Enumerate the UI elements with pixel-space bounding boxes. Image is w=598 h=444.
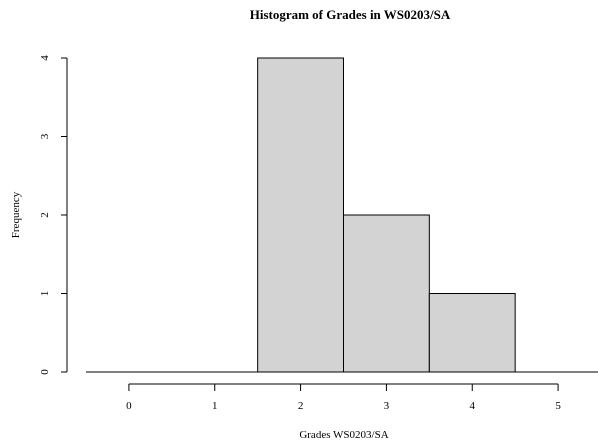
y-tick-label: 1 xyxy=(39,291,51,297)
y-axis-label: Frequency xyxy=(10,191,22,238)
x-axis-label: Grades WS0203/SA xyxy=(299,429,388,441)
histogram-bar-1 xyxy=(343,214,430,373)
y-tick-label: 4 xyxy=(39,55,51,61)
chart-title: Histogram of Grades in WS0203/SA xyxy=(250,7,451,22)
histogram-bar-0 xyxy=(257,57,344,373)
bars-group xyxy=(86,57,598,373)
y-tick-label: 0 xyxy=(39,369,51,375)
y-axis: 0 1 2 3 4 xyxy=(39,55,68,375)
x-tick-label: 4 xyxy=(470,400,476,412)
y-tick-label: 2 xyxy=(39,212,51,218)
x-tick-label: 2 xyxy=(298,400,304,412)
x-tick-label: 5 xyxy=(555,400,561,412)
x-axis: 0 1 2 3 4 5 xyxy=(126,383,561,412)
x-tick-label: 0 xyxy=(126,400,132,412)
x-tick-label: 1 xyxy=(212,400,218,412)
histogram-bar-2 xyxy=(428,293,516,373)
y-tick-label: 3 xyxy=(39,133,51,139)
x-tick-label: 3 xyxy=(384,400,390,412)
